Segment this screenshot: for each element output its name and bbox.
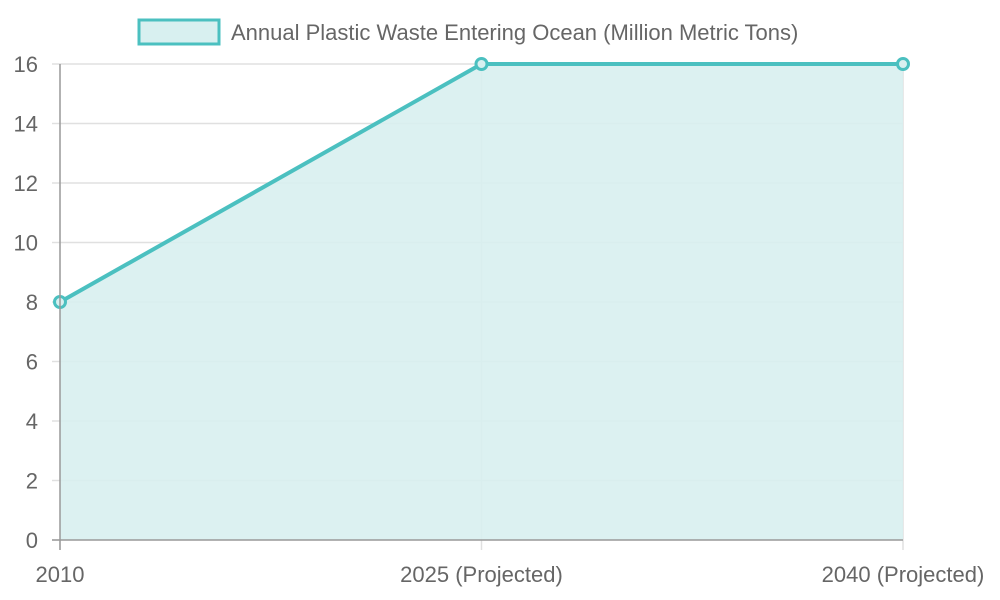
x-tick-label: 2010 xyxy=(36,562,85,587)
y-tick-label: 14 xyxy=(14,112,38,137)
legend[interactable]: Annual Plastic Waste Entering Ocean (Mil… xyxy=(137,18,798,46)
y-tick-label: 12 xyxy=(14,171,38,196)
data-point[interactable] xyxy=(896,57,910,71)
legend-swatch xyxy=(137,18,221,46)
x-tick-label: 2040 (Projected) xyxy=(822,562,985,587)
x-tick-label: 2025 (Projected) xyxy=(400,562,563,587)
y-tick-label: 2 xyxy=(26,469,38,494)
y-tick-label: 6 xyxy=(26,350,38,375)
axes xyxy=(52,64,903,550)
series-layer xyxy=(53,57,910,540)
y-tick-label: 8 xyxy=(26,290,38,315)
legend-label: Annual Plastic Waste Entering Ocean (Mil… xyxy=(231,20,798,45)
data-point[interactable] xyxy=(474,57,489,71)
y-tick-label: 4 xyxy=(26,409,38,434)
series-area-fill xyxy=(60,64,903,540)
y-tick-label: 16 xyxy=(14,52,38,77)
y-tick-label: 0 xyxy=(26,528,38,553)
tick-labels: 0 2 4 6 8 10 12 14 16 2010 2025 (Projected) 2040 (P… xyxy=(14,52,985,587)
y-tick-label: 10 xyxy=(14,231,38,256)
